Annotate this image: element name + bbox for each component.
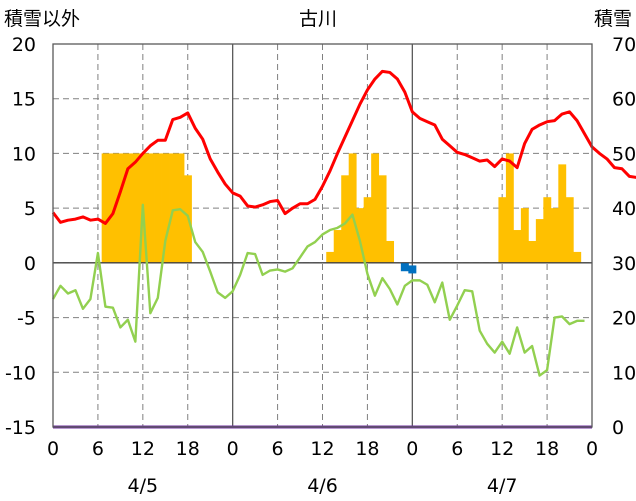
x-tick: 18 [176, 438, 200, 460]
y-tick-right: 50 [612, 143, 636, 165]
y-axis-label-left: 積雪以外 [4, 8, 80, 30]
x-tick: 6 [451, 438, 463, 460]
snow-depth-bar [528, 240, 537, 263]
snow-depth-bar [565, 197, 574, 263]
x-axis: 0 6 12 18 0 6 12 18 0 6 12 18 0 [47, 438, 598, 460]
y-tick-left: -15 [5, 417, 36, 439]
bar-series [101, 153, 582, 263]
y-tick-left: 5 [24, 198, 36, 220]
snow-depth-bar [498, 197, 507, 263]
y-tick-left: 20 [12, 34, 36, 56]
y-tick-right: 0 [612, 417, 624, 439]
y-tick-left: 15 [12, 89, 36, 111]
date-label: 4/5 [128, 475, 159, 497]
y-axis-label-right: 積雪 [594, 8, 632, 30]
x-tick: 6 [272, 438, 284, 460]
x-tick: 12 [490, 438, 514, 460]
snow-depth-bar [341, 175, 350, 263]
green-series-line [51, 203, 585, 377]
blue-marker [408, 265, 417, 274]
snow-depth-bar [371, 153, 380, 263]
x-tick: 18 [355, 438, 379, 460]
x-tick: 12 [310, 438, 334, 460]
x-tick: 0 [47, 438, 59, 460]
snow-depth-bar [154, 153, 162, 263]
snow-depth-bar [386, 240, 395, 263]
x-tick: 0 [227, 438, 239, 460]
red-series-line [51, 69, 636, 225]
y-tick-left: 0 [24, 253, 36, 275]
date-label: 4/7 [487, 475, 518, 497]
snow-depth-bar [363, 197, 372, 263]
y-tick-right: 10 [612, 362, 636, 384]
y-tick-right: 30 [612, 253, 636, 275]
snow-depth-bar [109, 153, 118, 263]
snow-depth-bar [513, 230, 522, 263]
snow-depth-bar [101, 153, 110, 263]
date-labels: 4/5 4/6 4/7 [128, 475, 518, 497]
snow-depth-bar [326, 251, 335, 263]
x-tick: 18 [535, 438, 559, 460]
snow-depth-bar [356, 208, 365, 263]
snow-depth-bar [550, 208, 559, 263]
snow-depth-bar [543, 197, 552, 263]
snow-depth-bar [124, 153, 133, 263]
y-axis-right: 70 60 50 40 30 20 10 0 [612, 34, 636, 439]
y-tick-right: 70 [612, 34, 636, 56]
x-tick: 0 [586, 438, 598, 460]
snow-depth-bar [169, 153, 177, 263]
x-tick: 0 [406, 438, 418, 460]
y-tick-right: 60 [612, 89, 636, 111]
date-label: 4/6 [307, 475, 338, 497]
y-axis-left: 20 15 10 5 0 -5 -10 -15 [5, 34, 36, 439]
plot-frame [52, 43, 593, 428]
y-tick-left: -5 [17, 308, 36, 330]
snow-depth-bar [131, 153, 140, 263]
y-tick-right: 20 [612, 308, 636, 330]
snow-depth-bar [161, 153, 170, 263]
snow-depth-bar [573, 251, 582, 263]
chart-title: 古川 [299, 8, 337, 30]
snow-depth-bar [348, 153, 357, 263]
snow-depth-bar [505, 153, 514, 263]
x-tick: 6 [92, 438, 104, 460]
snow-depth-bar [558, 164, 567, 263]
y-tick-left: -10 [5, 362, 36, 384]
snow-depth-bar [333, 230, 342, 263]
snow-depth-bar [520, 208, 529, 263]
snow-depth-bar [378, 175, 387, 263]
snow-depth-bar [535, 219, 544, 263]
snow-depth-bar [146, 153, 155, 263]
blue-marker [400, 263, 409, 272]
snow-depth-bar [116, 153, 125, 263]
x-tick: 12 [131, 438, 155, 460]
y-tick-left: 10 [12, 143, 36, 165]
y-tick-right: 40 [612, 198, 636, 220]
